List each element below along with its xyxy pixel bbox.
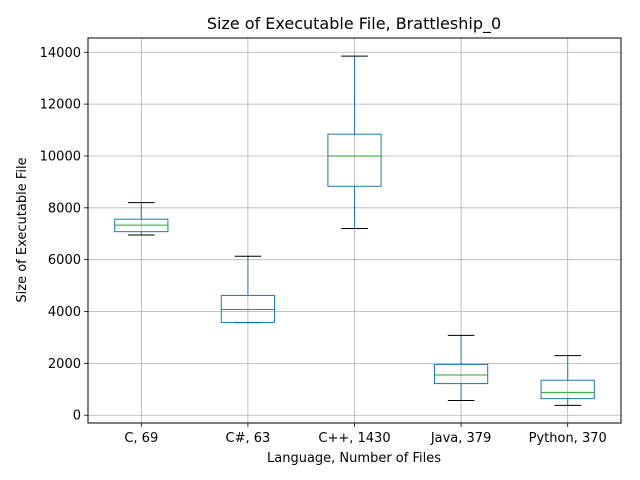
x-tick-label: Python, 370 (529, 431, 607, 446)
iqr-box (540, 379, 595, 400)
y-tick-label: 2000 (48, 357, 81, 372)
x-axis-label: Language, Number of Files (267, 451, 441, 466)
chart-title: Size of Executable File, Brattleship_0 (207, 14, 501, 34)
box-1 (220, 255, 276, 324)
x-axis-ticks: C, 69 C#, 63 C++, 1430 Java, 379 Python, 370 (124, 423, 607, 446)
y-tick-label: 0 (73, 409, 81, 424)
y-tick-label: 12000 (40, 98, 81, 113)
iqr-box (434, 363, 489, 385)
box-2 (327, 55, 382, 230)
box-series (114, 55, 595, 406)
x-tick-label: C++, 1430 (318, 431, 390, 446)
box-3 (434, 334, 489, 401)
x-tick-label: Java, 379 (430, 431, 492, 446)
iqr-box (327, 133, 382, 187)
y-axis-label: Size of Executable File (15, 157, 30, 302)
y-tick-label: 10000 (40, 149, 81, 164)
iqr-box (220, 294, 276, 323)
x-tick-label: C, 69 (124, 431, 158, 446)
y-tick-label: 4000 (48, 305, 81, 320)
box-0 (114, 202, 169, 236)
box-4 (540, 355, 595, 406)
y-tick-label: 6000 (48, 253, 81, 268)
y-tick-label: 8000 (48, 201, 81, 216)
y-axis-ticks: 0 2000 4000 6000 8000 10000 12000 14000 (40, 46, 88, 424)
y-tick-label: 14000 (40, 46, 81, 61)
x-tick-label: C#, 63 (226, 431, 271, 446)
plot-frame (87, 37, 622, 424)
